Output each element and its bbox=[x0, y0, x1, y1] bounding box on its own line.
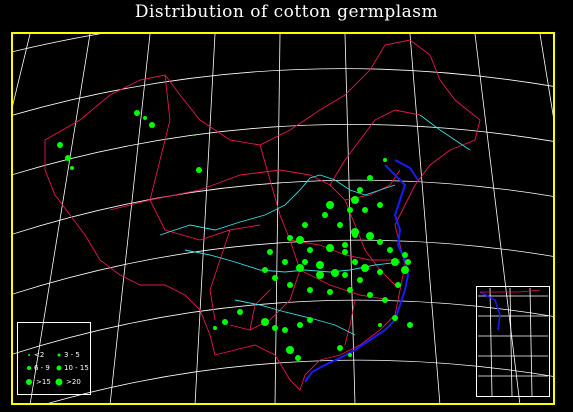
site-marker bbox=[287, 235, 293, 241]
site-marker bbox=[237, 309, 243, 315]
site-marker bbox=[342, 242, 348, 248]
legend-label-10-15: 10 - 15 bbox=[64, 364, 89, 372]
site-marker bbox=[65, 155, 71, 161]
site-marker bbox=[357, 277, 363, 283]
site-marker bbox=[342, 249, 348, 255]
site-marker bbox=[307, 247, 313, 253]
site-marker bbox=[387, 247, 393, 253]
site-marker bbox=[362, 207, 368, 213]
site-marker bbox=[405, 259, 411, 265]
site-marker bbox=[351, 196, 359, 204]
site-marker bbox=[367, 292, 373, 298]
site-marker bbox=[378, 323, 382, 327]
graticule-meridians bbox=[13, 34, 553, 403]
site-marker bbox=[194, 134, 196, 136]
site-marker bbox=[316, 261, 324, 269]
site-marker bbox=[377, 269, 383, 275]
site-marker bbox=[267, 249, 273, 255]
site-marker bbox=[297, 322, 303, 328]
site-marker bbox=[383, 158, 387, 162]
site-marker bbox=[287, 282, 293, 288]
site-marker bbox=[307, 287, 313, 293]
inset-map bbox=[478, 287, 548, 397]
legend-symbol-lt2 bbox=[28, 354, 30, 356]
site-marker bbox=[296, 236, 304, 244]
site-marker bbox=[367, 175, 373, 181]
site-marker bbox=[57, 142, 63, 148]
site-marker bbox=[352, 232, 358, 238]
site-marker bbox=[262, 267, 268, 273]
site-marker bbox=[348, 353, 352, 357]
legend-symbol-gt15 bbox=[26, 379, 32, 385]
site-marker bbox=[302, 222, 308, 228]
site-marker bbox=[316, 271, 324, 279]
legend-symbol-10-15 bbox=[56, 365, 62, 371]
site-marker bbox=[395, 282, 401, 288]
south-china-sea-inset bbox=[476, 286, 550, 397]
site-marker bbox=[392, 315, 398, 321]
site-marker bbox=[272, 275, 278, 281]
map-frame bbox=[11, 32, 555, 405]
site-marker bbox=[196, 167, 202, 173]
legend-label-3-5: 3 - 5 bbox=[64, 351, 80, 359]
site-marker bbox=[282, 327, 288, 333]
site-marker bbox=[347, 287, 353, 293]
site-marker bbox=[352, 259, 358, 265]
legend-label-lt2: <2 bbox=[34, 351, 45, 359]
graticule-latitude bbox=[13, 34, 553, 403]
map-title: Distribution of cotton germplasm bbox=[134, 2, 439, 22]
site-marker bbox=[282, 259, 288, 265]
site-marker bbox=[322, 212, 328, 218]
legend-symbol-3-5 bbox=[57, 353, 61, 357]
legend bbox=[17, 322, 91, 395]
site-marker bbox=[307, 317, 313, 323]
legend-label-gt15: >15 bbox=[36, 378, 51, 386]
site-marker bbox=[407, 322, 413, 328]
legend-label-gt20: >20 bbox=[66, 378, 81, 386]
site-marker bbox=[296, 264, 304, 272]
site-markers bbox=[57, 110, 413, 361]
site-marker bbox=[357, 187, 363, 193]
legend-symbol-6-9 bbox=[27, 366, 31, 370]
site-marker bbox=[327, 289, 333, 295]
legend-symbol-gt20 bbox=[55, 378, 63, 386]
site-marker bbox=[143, 116, 147, 120]
site-marker bbox=[134, 110, 140, 116]
site-marker bbox=[337, 345, 343, 351]
legend-label-6-9: 6 - 9 bbox=[34, 364, 50, 372]
site-marker bbox=[70, 166, 74, 170]
site-marker bbox=[149, 122, 155, 128]
site-marker bbox=[377, 239, 383, 245]
coastline bbox=[304, 159, 419, 383]
site-marker bbox=[361, 264, 369, 272]
site-marker bbox=[222, 319, 228, 325]
site-marker bbox=[391, 258, 399, 266]
site-marker bbox=[295, 355, 301, 361]
site-marker bbox=[302, 259, 308, 265]
site-marker bbox=[401, 266, 409, 274]
site-marker bbox=[331, 269, 339, 277]
site-marker bbox=[326, 201, 334, 209]
site-marker bbox=[377, 202, 383, 208]
site-marker bbox=[286, 346, 294, 354]
site-marker bbox=[342, 272, 348, 278]
legend-symbols bbox=[26, 353, 63, 386]
site-marker bbox=[337, 222, 343, 228]
site-marker bbox=[402, 252, 408, 258]
site-marker bbox=[272, 325, 278, 331]
site-marker bbox=[261, 318, 269, 326]
site-marker bbox=[213, 326, 217, 330]
site-marker bbox=[347, 207, 353, 213]
site-marker bbox=[366, 232, 374, 240]
site-marker bbox=[326, 244, 334, 252]
site-marker bbox=[382, 297, 388, 303]
